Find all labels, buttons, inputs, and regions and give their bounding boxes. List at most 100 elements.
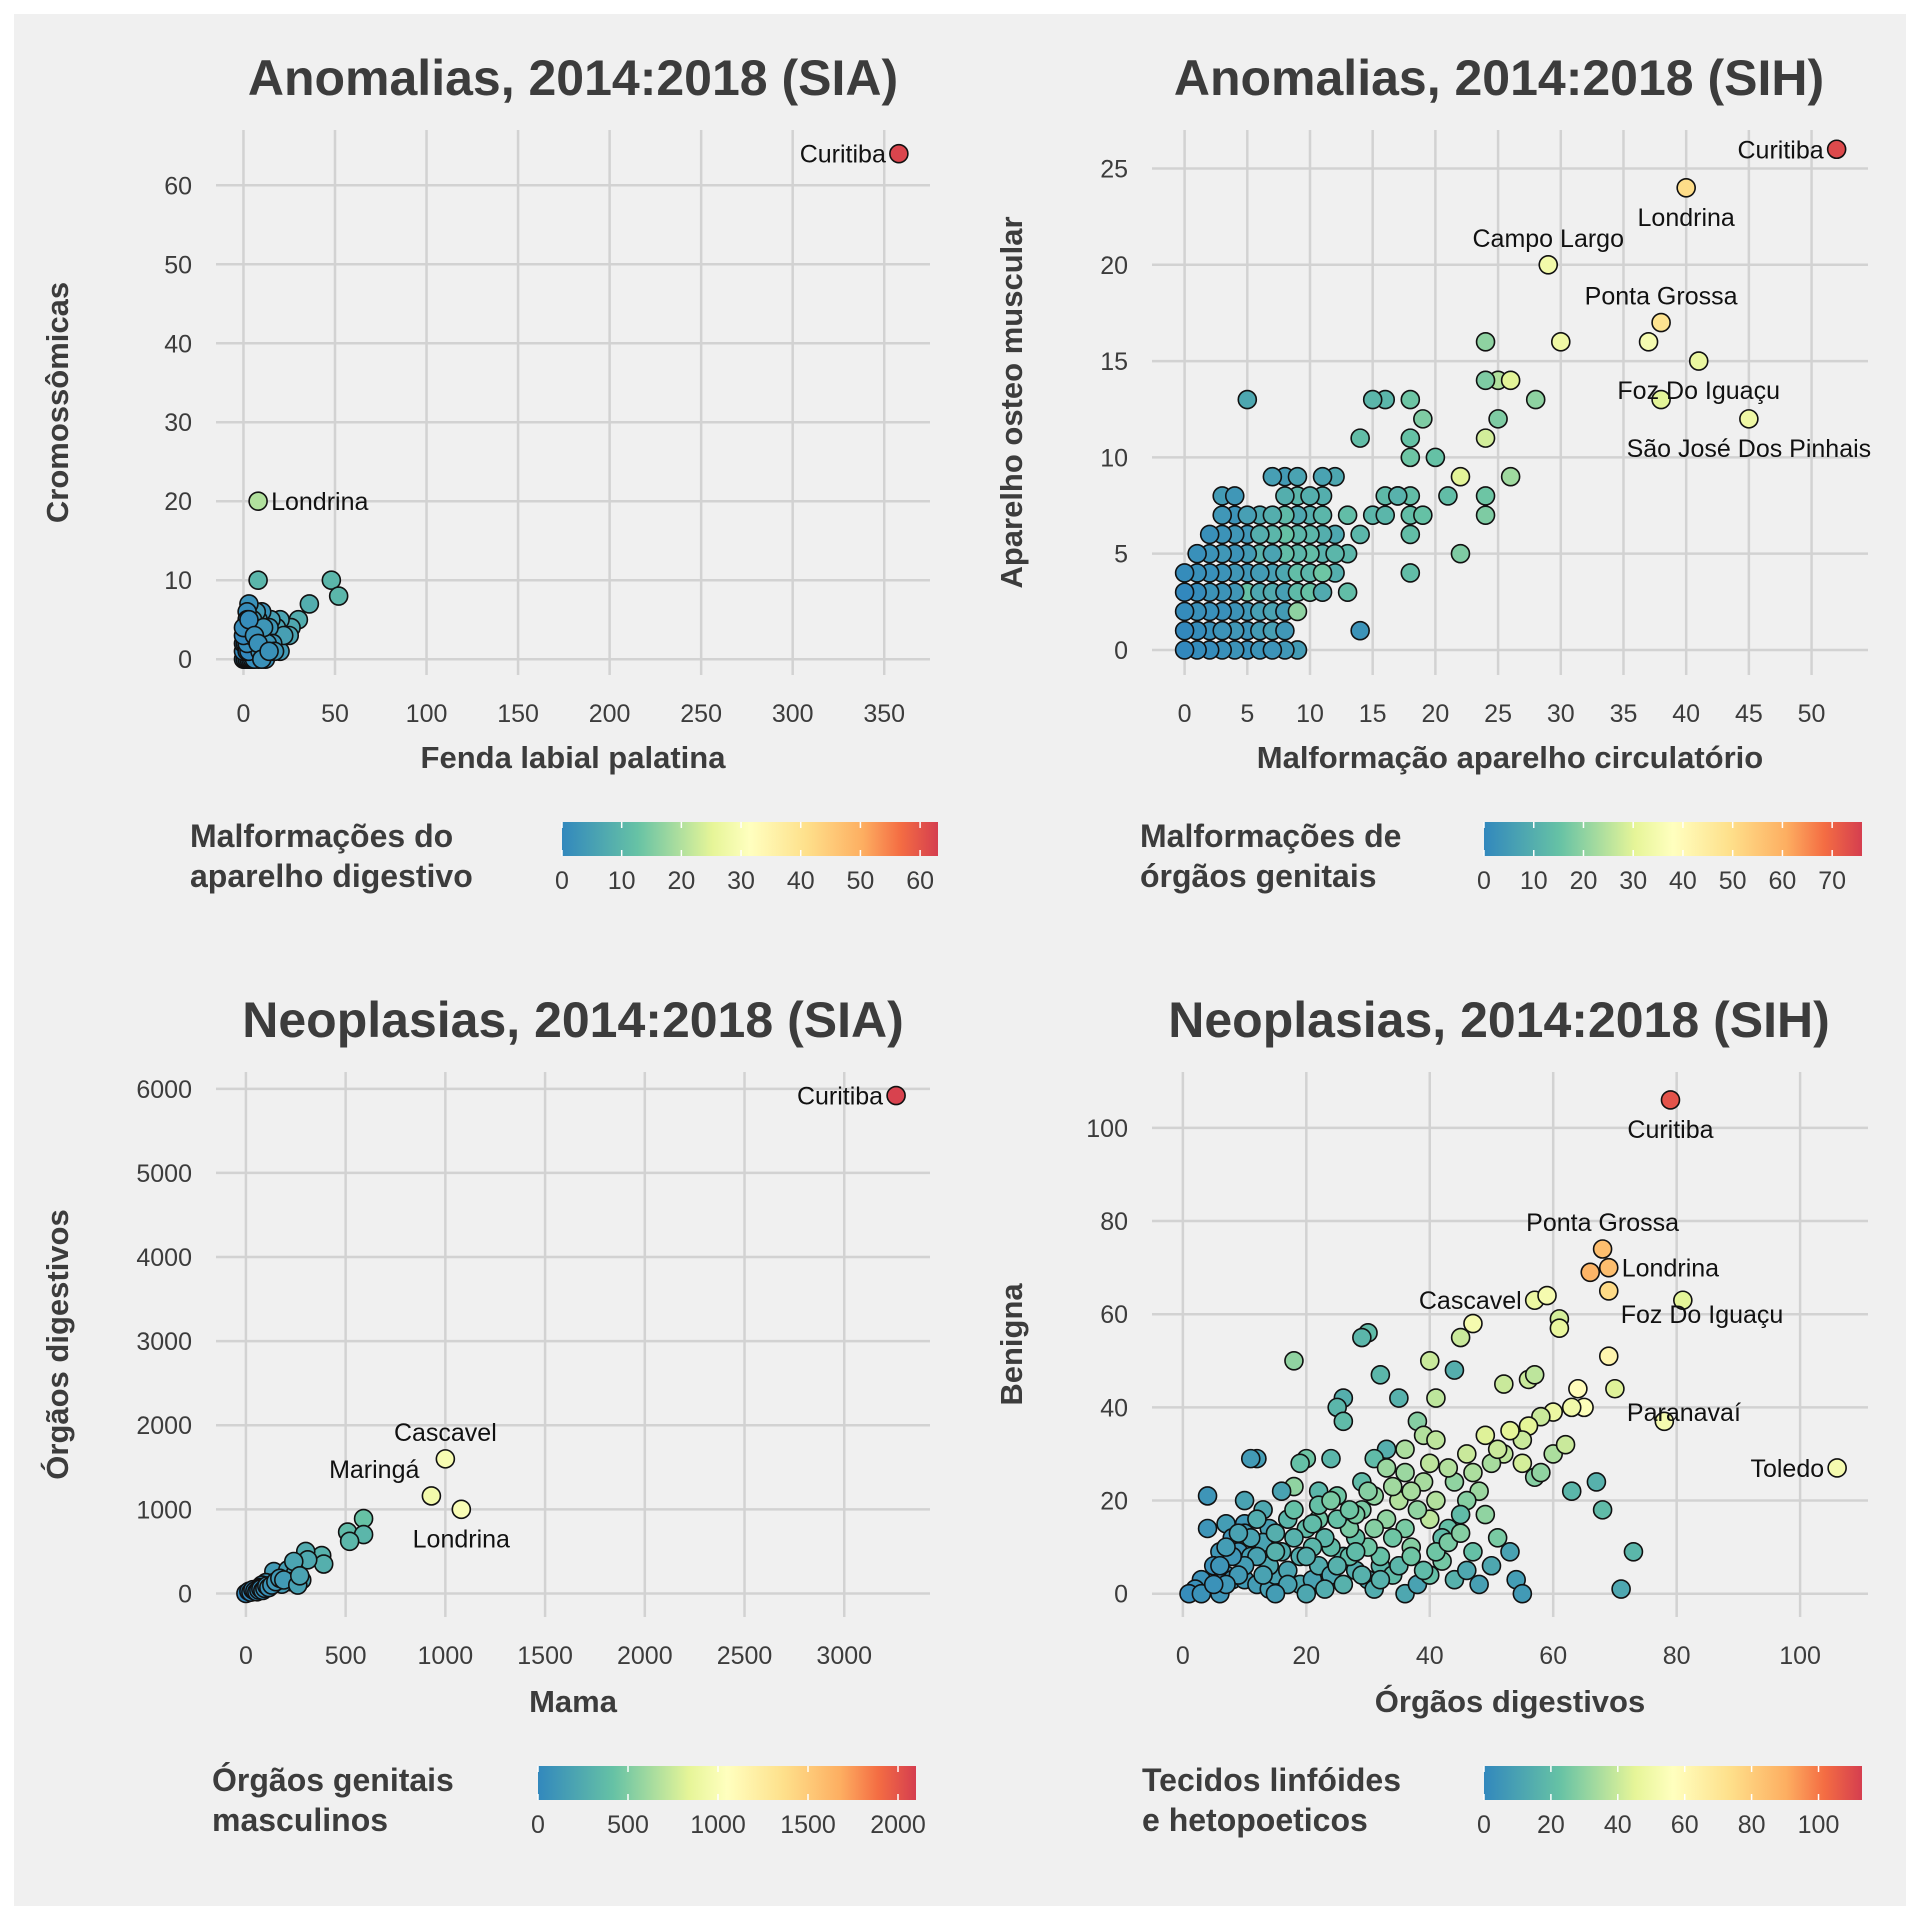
- data-point: [299, 594, 320, 614]
- chart-panel-4: 0 20 40 60 80 100 0 20 40 60 80 100 Neoplasias, 2014…: [994, 992, 1868, 1839]
- data-point: [1475, 1504, 1496, 1525]
- data-point: [1475, 428, 1496, 448]
- figure-background: [14, 14, 1906, 1906]
- x-tick-label: 10: [1296, 700, 1324, 728]
- data-point: [1174, 582, 1195, 602]
- data-point: [1688, 351, 1709, 371]
- point-label: São José Dos Pinhais: [1627, 435, 1872, 463]
- x-tick-label: 50: [321, 700, 349, 728]
- chart-title: Neoplasias, 2014:2018 (SIH): [1168, 992, 1829, 1048]
- data-point: [1426, 1490, 1446, 1511]
- data-point: [1450, 1523, 1471, 1543]
- x-tick-label: 250: [680, 700, 722, 728]
- chart-title: Anomalias, 2014:2018 (SIH): [1174, 50, 1824, 106]
- colorbar-tick-label: 10: [608, 867, 636, 895]
- chart-panel-2: 0 5 10 15 20 25 30 35 40 45 50 0 5 10 15 20 25 Anomalias,…: [994, 50, 1871, 895]
- x-tick-label: 20: [1421, 700, 1449, 728]
- data-point: [1395, 1462, 1415, 1483]
- data-point: [289, 1565, 310, 1586]
- colorbar-tick-label: 0: [1477, 1811, 1491, 1839]
- data-point: [1362, 389, 1383, 410]
- x-tick-label: 0: [1178, 700, 1192, 728]
- x-tick-label: 5: [1240, 700, 1254, 728]
- point-label: Cascavel: [1419, 1287, 1522, 1315]
- y-tick-label: 1000: [136, 1496, 192, 1524]
- colorbar-tick-label: 30: [727, 867, 755, 895]
- y-tick-label: 6000: [136, 1076, 192, 1104]
- data-point: [1389, 1388, 1409, 1408]
- x-tick-label: 2500: [717, 1642, 773, 1670]
- colorbar: [1484, 822, 1862, 856]
- data-point: [1197, 1518, 1218, 1539]
- data-point: [1469, 1574, 1489, 1595]
- data-point: [1654, 1411, 1675, 1432]
- data-point: [1463, 1541, 1483, 1562]
- data-point: [1312, 563, 1333, 583]
- data-point: [1475, 505, 1496, 525]
- data-point: [1210, 1555, 1230, 1576]
- data-point: [1623, 1541, 1644, 1562]
- x-tick-label: 25: [1484, 700, 1512, 728]
- y-axis-label: Aparelho osteo muscular: [994, 216, 1029, 588]
- y-tick-label: 10: [164, 567, 192, 595]
- y-tick-label: 20: [1100, 252, 1128, 280]
- data-point: [1500, 466, 1521, 487]
- data-point: [1174, 563, 1195, 583]
- data-point: [1827, 1458, 1847, 1478]
- y-tick-label: 40: [164, 330, 192, 358]
- data-point: [1463, 1462, 1483, 1483]
- data-point: [1638, 332, 1659, 352]
- data-point: [1325, 543, 1345, 564]
- data-point: [1333, 1574, 1354, 1595]
- x-tick-label: 0: [1176, 1642, 1190, 1670]
- data-point: [1494, 1374, 1514, 1394]
- point-label: Foz Do Iguaçu: [1621, 1301, 1784, 1329]
- data-point: [1327, 1555, 1347, 1576]
- colorbar: [562, 822, 938, 856]
- colorbar-tick-label: 500: [607, 1811, 649, 1839]
- y-tick-label: 80: [1100, 1208, 1128, 1236]
- data-point: [1456, 1560, 1477, 1581]
- data-point: [1598, 1281, 1619, 1301]
- x-tick-label: 300: [772, 700, 814, 728]
- legend-title-line: Malformações do: [190, 818, 453, 854]
- x-tick-label: 20: [1292, 1642, 1320, 1670]
- data-point: [1487, 1528, 1508, 1548]
- data-point: [1580, 1262, 1601, 1283]
- data-point: [1174, 640, 1195, 660]
- data-point: [1197, 1486, 1218, 1506]
- data-point: [1550, 332, 1571, 352]
- y-axis-label: Órgãos digestivos: [39, 1209, 75, 1479]
- data-point: [1284, 1528, 1304, 1548]
- data-point: [1284, 1500, 1304, 1520]
- data-point: [1401, 1546, 1422, 1567]
- y-tick-label: 0: [178, 646, 192, 674]
- data-point: [1407, 1500, 1428, 1520]
- data-point: [1262, 543, 1283, 564]
- data-point: [1592, 1500, 1613, 1520]
- x-tick-label: 40: [1672, 700, 1700, 728]
- colorbar-tick-label: 0: [531, 1811, 545, 1839]
- data-point: [1395, 1439, 1415, 1460]
- data-point: [1426, 1430, 1446, 1450]
- colorbar: [538, 1766, 916, 1800]
- data-point: [1531, 1462, 1551, 1483]
- colorbar-tick-label: 20: [1570, 867, 1598, 895]
- data-point: [1284, 1351, 1304, 1371]
- data-point: [889, 143, 909, 164]
- data-point: [1512, 1583, 1533, 1604]
- data-point: [1549, 1318, 1570, 1338]
- data-point: [1651, 312, 1671, 333]
- data-point: [1525, 389, 1546, 410]
- colorbar-tick-label: 100: [1798, 1811, 1840, 1839]
- y-tick-label: 15: [1100, 348, 1128, 376]
- data-point: [1605, 1378, 1625, 1399]
- point-label: Curitiba: [797, 1083, 883, 1111]
- data-point: [1500, 370, 1521, 391]
- data-point: [1302, 1514, 1323, 1534]
- data-point: [313, 1554, 334, 1574]
- data-point: [1538, 255, 1559, 275]
- data-point: [1425, 447, 1446, 468]
- y-tick-label: 3000: [136, 1328, 192, 1356]
